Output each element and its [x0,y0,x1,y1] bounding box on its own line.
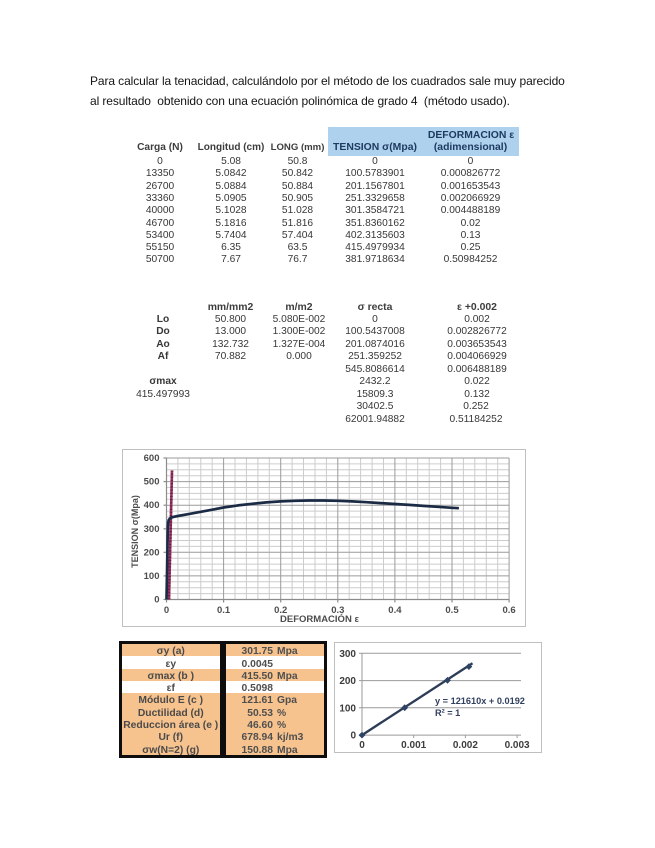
svg-text:0: 0 [350,731,356,742]
svg-text:300: 300 [144,523,160,534]
svg-text:200: 200 [144,547,160,558]
svg-text:0.3: 0.3 [331,605,344,616]
svg-text:DEFORMACIÓN ε: DEFORMACIÓN ε [280,613,359,625]
svg-text:R² = 1: R² = 1 [435,708,460,718]
svg-text:0: 0 [154,594,159,605]
svg-text:0.6: 0.6 [502,605,515,616]
svg-text:600: 600 [144,453,160,464]
svg-text:100: 100 [144,570,160,581]
svg-text:0: 0 [164,605,169,616]
svg-text:y = 121610x + 0.0192: y = 121610x + 0.0192 [435,696,525,706]
svg-text:0.2: 0.2 [274,605,287,616]
svg-text:0.1: 0.1 [217,605,231,616]
svg-text:100: 100 [339,703,356,714]
svg-text:200: 200 [339,676,356,687]
svg-text:0.002: 0.002 [453,740,478,751]
svg-text:400: 400 [144,500,160,511]
svg-text:300: 300 [339,649,356,660]
svg-text:TENSION σ(Mpa): TENSION σ(Mpa) [130,495,140,568]
svg-text:0.001: 0.001 [401,740,426,751]
svg-text:0.003: 0.003 [505,740,530,751]
svg-text:0.4: 0.4 [388,605,402,616]
svg-text:0.5: 0.5 [445,605,459,616]
svg-text:500: 500 [144,476,160,487]
svg-text:0: 0 [359,740,365,751]
